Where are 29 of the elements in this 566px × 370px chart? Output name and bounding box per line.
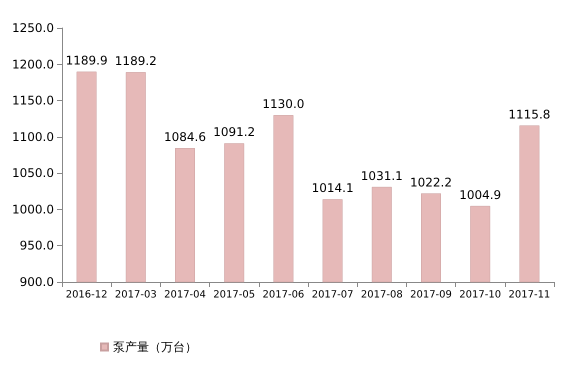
x-tick-label: 2017-05: [213, 290, 256, 300]
x-tick-label: 2017-08: [360, 290, 403, 300]
legend-label: 泵产量（万台）: [113, 340, 197, 354]
data-label: 1189.9: [66, 54, 108, 68]
y-tick-label: 950.0: [20, 238, 54, 253]
data-label: 1130.0: [262, 97, 304, 112]
y-tick-label: 1150.0: [12, 94, 54, 108]
x-tick-label: 2017-06: [262, 290, 304, 300]
x-tick-label: 2017-03: [114, 290, 157, 300]
y-tick-label: 1200.0: [12, 57, 54, 72]
x-tick-label: 2017-09: [410, 290, 452, 300]
data-label: 1091.2: [213, 125, 256, 140]
data-label: 1084.6: [164, 130, 206, 144]
x-tick-label: 2016-12: [66, 290, 108, 300]
y-tick-label: 1000.0: [12, 202, 54, 216]
x-tick-label: 2017-07: [312, 290, 354, 300]
data-label: 1189.2: [114, 54, 157, 68]
y-tick-label: 900.0: [20, 275, 54, 289]
y-tick-label: 1250.0: [12, 21, 54, 35]
x-tick-label: 2017-04: [164, 290, 206, 300]
data-label: 1022.2: [410, 175, 452, 190]
y-tick-label: 1050.0: [12, 166, 54, 180]
data-label: 1031.1: [360, 168, 403, 183]
data-label: 1115.8: [508, 107, 550, 122]
y-tick-label: 1100.0: [12, 130, 54, 144]
data-label: 1004.9: [459, 188, 502, 202]
x-tick-label: 2017-10: [459, 290, 502, 300]
data-label: 1014.1: [312, 181, 354, 196]
x-tick-label: 2017-11: [508, 290, 550, 300]
